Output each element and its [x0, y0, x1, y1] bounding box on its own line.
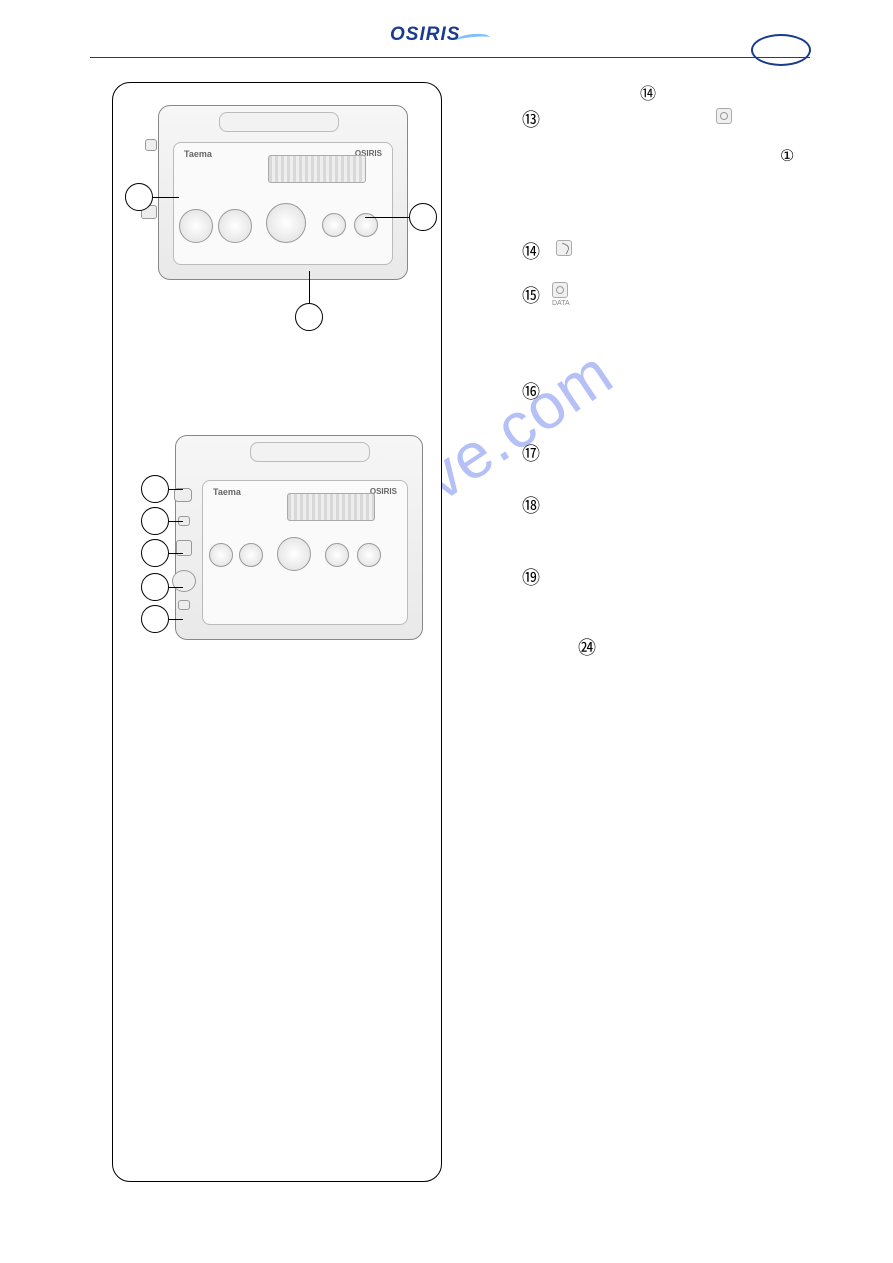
data-icon [552, 282, 568, 298]
return-icon [556, 240, 572, 256]
item-number-19: ⑲ [522, 566, 540, 590]
knob-center [266, 203, 306, 243]
lead-line [309, 271, 310, 303]
callout-bot-1 [141, 475, 169, 503]
device-bottom: Taema OSIRIS [175, 435, 423, 640]
callout-top-a [125, 183, 153, 211]
device-brand: Taema [213, 487, 241, 497]
device-lcd [268, 155, 366, 183]
item-number-17: ⑰ [522, 442, 540, 466]
device-panel: Taema OSIRIS [173, 142, 393, 265]
lead-line [169, 619, 183, 620]
knob-b3 [325, 543, 349, 567]
side-port-5 [178, 600, 190, 610]
side-connector [145, 139, 157, 151]
item-number-18: ⑱ [522, 494, 540, 518]
side-port-1 [174, 488, 192, 502]
knob-b2 [239, 543, 263, 567]
lead-line [169, 587, 183, 588]
data-icon-label: DATA [552, 299, 570, 308]
content-column: ⑭ ⑬ ① ⑭ ⑮ DATA ⑯ ⑰ ⑱ ⑲ ㉔ [468, 82, 808, 682]
callout-bot-5 [141, 605, 169, 633]
callout-bot-4 [141, 573, 169, 601]
device-handle [250, 442, 370, 462]
callout-top-c [295, 303, 323, 331]
item-number-14b: ⑭ [522, 240, 540, 264]
knob-icon [716, 108, 732, 124]
page-header: OSIRIS [0, 24, 893, 56]
item-number-1: ① [780, 146, 794, 168]
lead-line [169, 553, 183, 554]
lead-line [169, 489, 183, 490]
callout-top-b [409, 203, 437, 231]
side-port-4 [172, 570, 196, 592]
device-brand: Taema [184, 149, 212, 159]
lead-line [169, 521, 183, 522]
item-number-14a: ⑭ [640, 80, 656, 104]
knob-left-2 [218, 209, 252, 243]
device-lcd [287, 493, 375, 521]
lead-line [365, 217, 409, 218]
callout-bot-3 [141, 539, 169, 567]
item-number-24: ㉔ [578, 636, 596, 660]
device-top: Taema OSIRIS [158, 105, 408, 280]
item-number-13: ⑬ [522, 108, 540, 132]
knob-right-1 [322, 213, 346, 237]
header-rule [90, 57, 810, 58]
lead-line [153, 197, 179, 198]
brand-swoosh [456, 33, 491, 46]
device-handle [219, 112, 339, 132]
knob-b1 [209, 543, 233, 567]
brand-logo: OSIRIS [390, 24, 460, 46]
page-number-oval [751, 34, 811, 66]
knob-b-center [277, 537, 311, 571]
device-panel: Taema OSIRIS [202, 480, 408, 625]
callout-bot-2 [141, 507, 169, 535]
item-number-15: ⑮ [522, 284, 540, 308]
knob-b4 [357, 543, 381, 567]
item-number-16: ⑯ [522, 380, 540, 404]
knob-left-1 [179, 209, 213, 243]
figure-frame: Taema OSIRIS Taema OSIRIS [112, 82, 442, 1182]
